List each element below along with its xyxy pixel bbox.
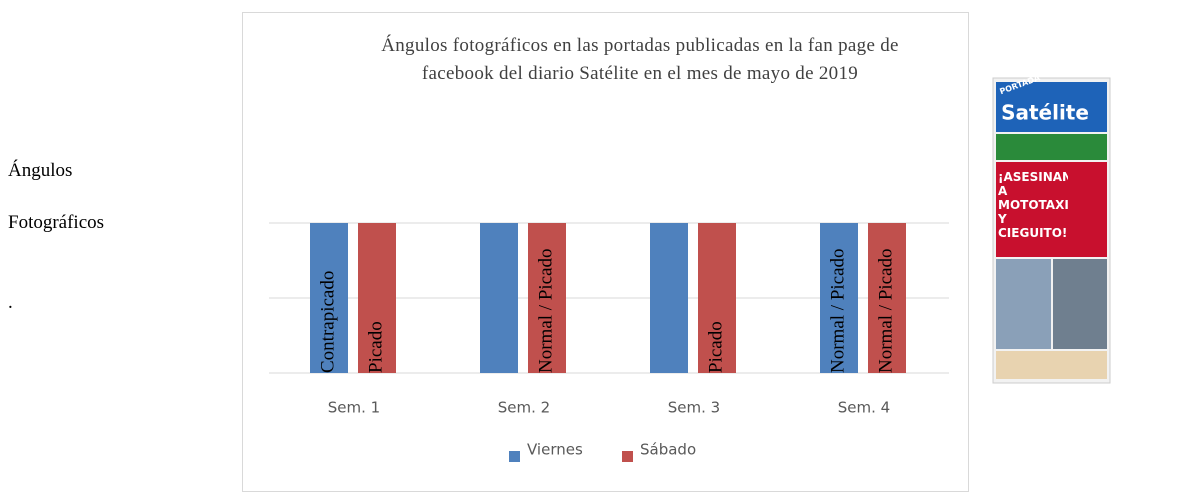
bar — [310, 223, 348, 373]
bar — [820, 223, 858, 373]
data-label: Picado — [705, 321, 726, 373]
bar — [358, 223, 396, 373]
bar — [698, 223, 736, 373]
newspaper-masthead: Satélite — [1001, 101, 1089, 125]
legend-swatch — [622, 451, 633, 462]
data-label: Normal / Picado — [535, 248, 556, 373]
newspaper-headline: ¡ASESINAN A MOTOTAXISTA Y CIEGUITO! — [998, 170, 1068, 240]
newspaper: PORTADA Satélite ¡ASESINAN A MOTOTAXISTA… — [992, 73, 1111, 384]
x-tick-label: Sem. 4 — [838, 399, 890, 417]
x-tick-label: Sem. 3 — [668, 399, 720, 417]
chart-title: Ángulos fotográficos en las portadas pub… — [381, 35, 899, 84]
x-tick-label: Sem. 2 — [498, 399, 550, 417]
data-label: Normal / Picado — [827, 248, 848, 373]
data-label: Picado — [365, 321, 386, 373]
bar — [528, 223, 566, 373]
bar — [868, 223, 906, 373]
bar — [480, 223, 518, 373]
data-label: Contrapicado — [317, 271, 338, 373]
side-text: . — [8, 292, 13, 313]
side-text: Ángulos — [8, 160, 73, 181]
newspaper-headline-box: ¡ASESINAN A MOTOTAXISTA Y CIEGUITO! — [998, 170, 1068, 240]
legend-label: Viernes — [527, 441, 583, 459]
legend-label: Sábado — [640, 441, 696, 459]
bar — [650, 223, 688, 373]
data-label: Normal / Picado — [875, 248, 896, 373]
x-tick-label: Sem. 1 — [328, 399, 380, 417]
side-text: Fotográficos — [8, 212, 105, 233]
legend-swatch — [509, 451, 520, 462]
